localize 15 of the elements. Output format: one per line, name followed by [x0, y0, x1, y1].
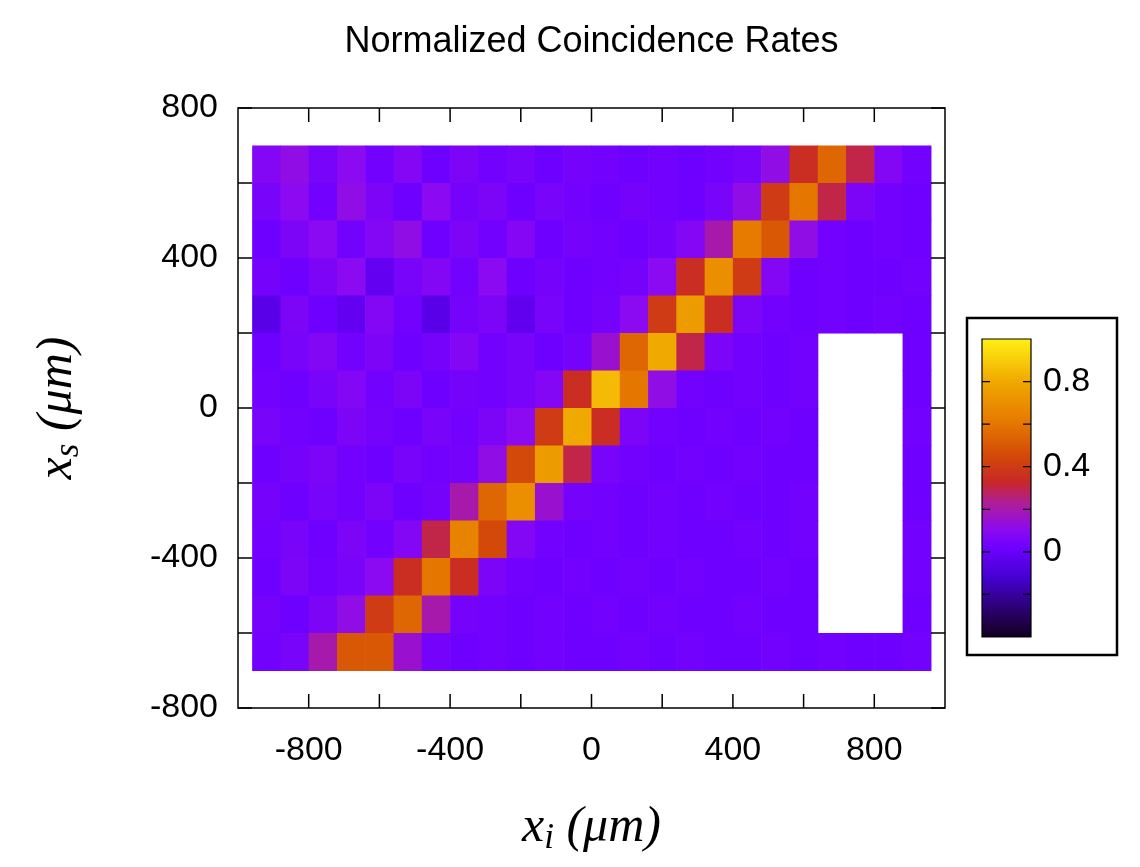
y-tick-label: -400 [149, 536, 218, 575]
x-tick-label: 400 [704, 728, 762, 767]
x-tick-label: -800 [274, 728, 343, 767]
x-tick-label: 800 [845, 728, 903, 767]
color-bar-label: 0 [1043, 530, 1062, 569]
y-tick-label: -800 [149, 686, 218, 725]
y-tick-label: 400 [161, 236, 218, 275]
x-tick-label: 0 [582, 728, 601, 767]
chart-title: Normalized Coincidence Rates [344, 18, 839, 60]
color-bar-label: 0.8 [1043, 359, 1091, 398]
color-bar-label: 0.4 [1043, 445, 1091, 484]
y-tick-label: 0 [199, 386, 218, 425]
y-tick-label: 800 [161, 86, 218, 125]
x-tick-label: -400 [416, 728, 485, 767]
y-axis-title: xs (μm) [26, 336, 87, 481]
